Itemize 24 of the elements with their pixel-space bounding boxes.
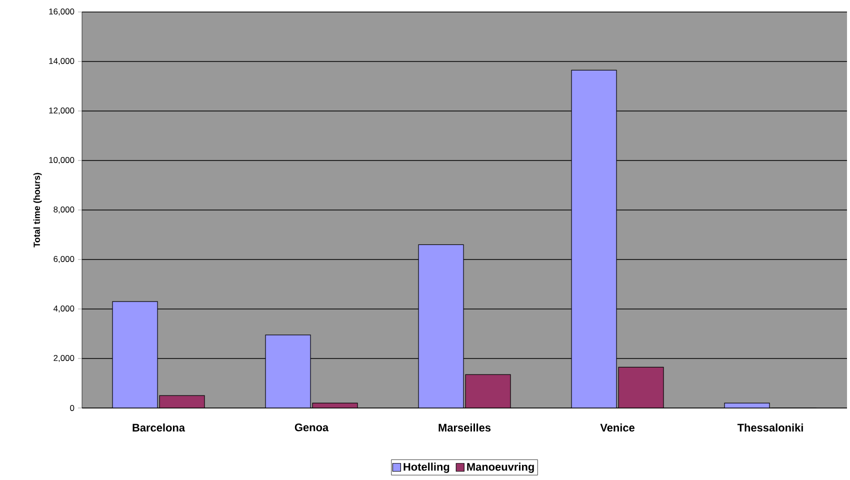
bar — [266, 334, 311, 408]
x-tick-label: Marseilles — [438, 424, 491, 432]
y-tick-label: 12,000 — [49, 107, 74, 114]
bar — [418, 244, 464, 408]
x-tick-label: Venice — [600, 424, 634, 432]
bar — [160, 396, 205, 408]
y-tick-label: 10,000 — [49, 156, 74, 164]
y-tick-label: 16,000 — [49, 8, 74, 16]
x-tick-label: Genoa — [294, 424, 329, 432]
bar — [572, 70, 617, 408]
x-tick-label: Barcelona — [132, 424, 186, 432]
x-tick-label: Thessaloniki — [737, 424, 803, 432]
y-tick-label: 4,000 — [53, 305, 74, 312]
bar — [112, 302, 158, 408]
bar — [466, 374, 511, 408]
y-tick-label: 14,000 — [49, 58, 74, 65]
y-tick-label: 0 — [70, 404, 74, 411]
y-tick-label: 6,000 — [54, 256, 74, 263]
bar — [618, 367, 664, 408]
y-axis-title: Total time (hours) — [33, 172, 42, 248]
y-tick-label: 8,000 — [54, 206, 74, 214]
legend-label: Hotelling — [404, 462, 450, 473]
legend-label: Manoeuvring — [467, 462, 534, 473]
y-tick-label: 2,000 — [54, 354, 74, 362]
